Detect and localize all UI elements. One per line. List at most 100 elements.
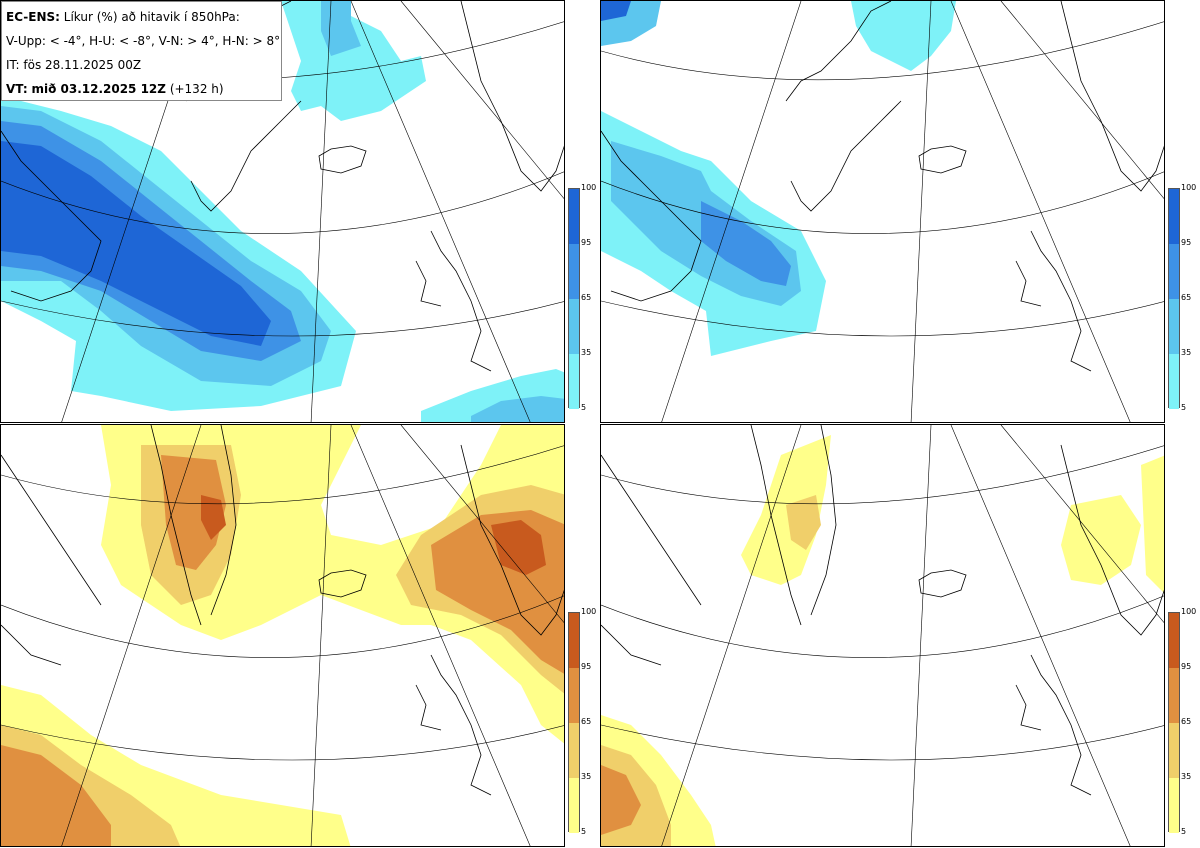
scandinavia-coast bbox=[460, 444, 564, 636]
colorbar-tick-label: 65 bbox=[581, 717, 592, 726]
greenland-coast bbox=[750, 425, 837, 626]
colorbar-tick-label: 5 bbox=[581, 827, 587, 836]
colorbar-segment bbox=[1169, 244, 1179, 299]
colorbar-tick-label: 35 bbox=[1181, 772, 1192, 781]
canada-coast bbox=[601, 454, 702, 666]
graticule bbox=[601, 1, 1164, 422]
map-cold-4 bbox=[1, 1, 564, 422]
colorbar-tick-label: 35 bbox=[581, 772, 592, 781]
valid-time: mið 03.12.2025 12Z bbox=[31, 82, 166, 96]
model-name: EC-ENS: bbox=[6, 10, 60, 24]
legend-box: EC-ENS: Líkur (%) að hitavik í 850hPa: V… bbox=[1, 1, 282, 101]
legend-title-line: EC-ENS: Líkur (%) að hitavik í 850hPa: bbox=[6, 5, 277, 29]
colorbar-segment bbox=[1169, 778, 1179, 833]
colorbar-tick-label: 95 bbox=[1181, 238, 1192, 247]
britain-coast bbox=[1015, 230, 1092, 372]
scandinavia-coast bbox=[1060, 1, 1164, 192]
colorbar-segment bbox=[1169, 354, 1179, 409]
colorbar-segment bbox=[569, 299, 579, 354]
colorbar-warm-8: 100 95 65 35 5 bbox=[1168, 608, 1200, 836]
colorbar-tick-label: 100 bbox=[581, 607, 597, 616]
prob-area-65-sw bbox=[601, 765, 641, 835]
map-warm-8 bbox=[601, 425, 1164, 846]
colorbar-segment bbox=[1169, 189, 1179, 244]
britain-coast bbox=[1015, 654, 1092, 796]
prob-area-5-far-east bbox=[1141, 455, 1164, 593]
panel-cold-8 bbox=[600, 0, 1165, 423]
prob-area-5-north bbox=[851, 1, 956, 71]
legend-issue-time: IT: fös 28.11.2025 00Z bbox=[6, 58, 142, 72]
colorbar-tick-label: 65 bbox=[1181, 293, 1192, 302]
map-cold-8 bbox=[601, 1, 1164, 422]
prob-area-95 bbox=[1, 141, 271, 346]
legend-valid-line: VT: mið 03.12.2025 12Z (+132 h) bbox=[6, 77, 277, 101]
colorbar-tick-label: 95 bbox=[1181, 662, 1192, 671]
colorbar-segment bbox=[1169, 668, 1179, 723]
coastlines bbox=[1, 425, 564, 796]
colorbar-segment bbox=[1169, 613, 1179, 668]
panel-warm-4 bbox=[0, 424, 565, 847]
prob-area-65 bbox=[701, 201, 791, 286]
scandinavia-coast bbox=[460, 1, 564, 192]
colorbar-gradient bbox=[568, 188, 580, 409]
prob-area-5 bbox=[741, 435, 831, 585]
colorbar-cold-4: 100 95 65 35 5 bbox=[568, 184, 600, 412]
colorbar-segment bbox=[569, 778, 579, 833]
prob-area-95-east bbox=[491, 520, 546, 575]
colorbar-tick-label: 35 bbox=[581, 348, 592, 357]
colorbar-segment bbox=[569, 354, 579, 409]
canada-coast bbox=[601, 130, 702, 302]
prob-area-95 bbox=[201, 495, 226, 540]
scandinavia-coast bbox=[1060, 444, 1164, 636]
colorbar-gradient bbox=[1168, 612, 1180, 833]
colorbar-tick-label: 35 bbox=[1181, 348, 1192, 357]
iceland-coast bbox=[318, 145, 367, 174]
panel-cold-4: EC-ENS: Líkur (%) að hitavik í 850hPa: V… bbox=[0, 0, 565, 423]
britain-coast bbox=[415, 654, 492, 796]
iceland-coast bbox=[918, 145, 967, 174]
prob-area-35-north bbox=[321, 1, 361, 56]
prob-area-5-north bbox=[281, 1, 426, 121]
legend-thresholds: V-Upp: < -4°, H-U: < -8°, V-N: > 4°, H-N… bbox=[6, 34, 281, 48]
colorbar-tick-label: 100 bbox=[1181, 607, 1197, 616]
colorbar-tick-label: 95 bbox=[581, 238, 592, 247]
colorbar-tick-label: 65 bbox=[581, 293, 592, 302]
britain-coast bbox=[415, 230, 492, 372]
colorbar-gradient bbox=[1168, 188, 1180, 409]
colorbar-segment bbox=[569, 723, 579, 778]
prob-area-65-sw bbox=[1, 745, 111, 846]
graticule bbox=[1, 425, 564, 846]
colorbar-warm-4: 100 95 65 35 5 bbox=[568, 608, 600, 836]
colorbar-tick-label: 5 bbox=[1181, 403, 1187, 412]
valid-label: VT: bbox=[6, 82, 28, 96]
coastlines bbox=[601, 425, 1164, 796]
prob-area-35-se bbox=[471, 396, 564, 422]
colorbar-segment bbox=[569, 668, 579, 723]
greenland-coast bbox=[150, 425, 237, 626]
colorbar-segment bbox=[569, 613, 579, 668]
panel-warm-8 bbox=[600, 424, 1165, 847]
colorbar-gradient bbox=[568, 612, 580, 833]
legend-title: Líkur (%) að hitavik í 850hPa: bbox=[63, 10, 240, 24]
colorbar-cold-8: 100 95 65 35 5 bbox=[1168, 184, 1200, 412]
graticule bbox=[601, 425, 1164, 846]
prob-area-95 bbox=[601, 1, 631, 21]
colorbar-segment bbox=[569, 244, 579, 299]
prob-area-35 bbox=[786, 495, 821, 550]
lead-time: (+132 h) bbox=[169, 82, 224, 96]
colorbar-tick-label: 5 bbox=[1181, 827, 1187, 836]
map-warm-4 bbox=[1, 425, 564, 846]
prob-area-5-east bbox=[1061, 495, 1141, 585]
canada-coast bbox=[1, 130, 102, 302]
colorbar-tick-label: 95 bbox=[581, 662, 592, 671]
colorbar-segment bbox=[1169, 723, 1179, 778]
colorbar-segment bbox=[1169, 299, 1179, 354]
colorbar-tick-label: 100 bbox=[1181, 183, 1197, 192]
iceland-coast bbox=[918, 569, 967, 598]
colorbar-tick-label: 65 bbox=[1181, 717, 1192, 726]
coastlines bbox=[601, 1, 1164, 372]
colorbar-tick-label: 5 bbox=[581, 403, 587, 412]
greenland-coast bbox=[785, 1, 902, 212]
colorbar-segment bbox=[569, 189, 579, 244]
colorbar-tick-label: 100 bbox=[581, 183, 597, 192]
